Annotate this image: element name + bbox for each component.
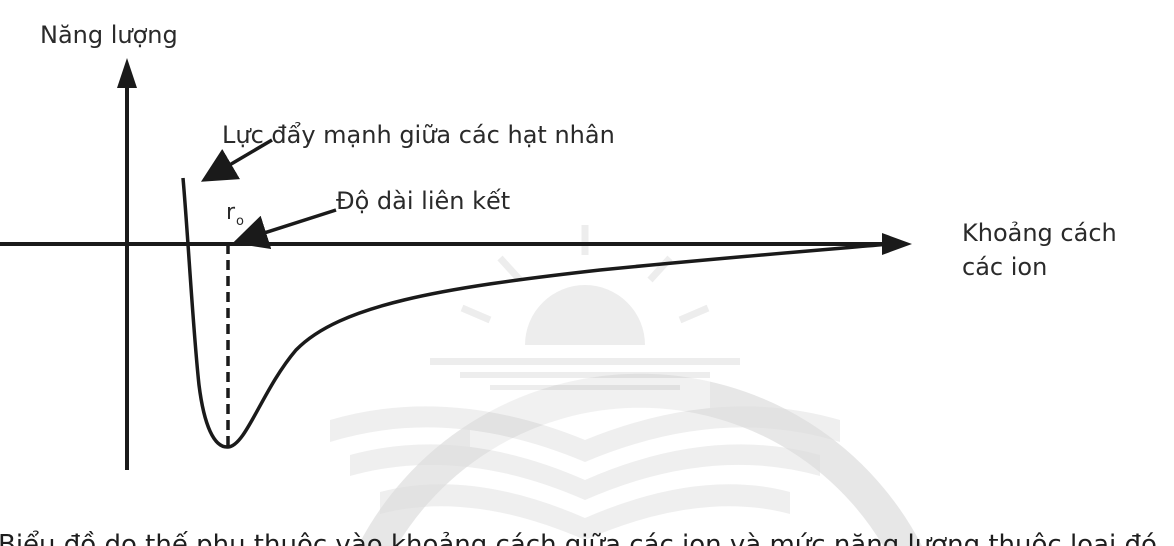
x-axis bbox=[0, 233, 912, 255]
x-axis-label-line1: Khoảng cách bbox=[962, 219, 1117, 247]
r0-main: r bbox=[226, 200, 236, 225]
bond-length-arrow bbox=[232, 208, 337, 250]
y-axis-label: Năng lượng bbox=[40, 21, 178, 49]
potential-energy-curve bbox=[181, 177, 891, 449]
x-axis-label: Khoảng cách các ion bbox=[962, 216, 1117, 284]
x-axis-label-line2: các ion bbox=[962, 253, 1048, 281]
r0-subscript: o bbox=[236, 214, 245, 229]
caption-cropped: Biểu đồ do thế phụ thuộc vào khoảng cách… bbox=[0, 530, 1157, 546]
y-axis bbox=[117, 58, 137, 470]
repulsion-arrow bbox=[200, 138, 273, 182]
r0-label: ro bbox=[226, 198, 244, 231]
repulsion-label: Lực đẩy mạnh giữa các hạt nhân bbox=[222, 121, 615, 149]
bond-length-label: Độ dài liên kết bbox=[336, 187, 511, 215]
